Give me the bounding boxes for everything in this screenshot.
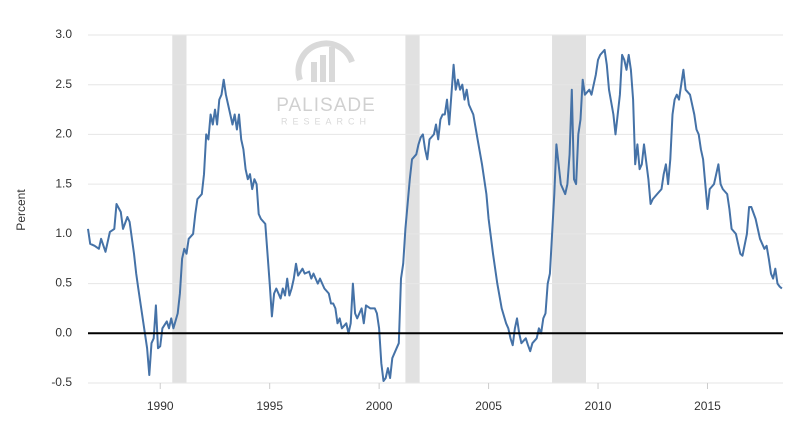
x-tick-label: 2000 (366, 399, 393, 413)
x-tick-label: 2015 (694, 399, 721, 413)
y-tick-label: 1.5 (55, 176, 72, 190)
watermark-bar (329, 47, 335, 82)
y-tick-label: 1.0 (55, 226, 72, 240)
y-tick-label: 2.0 (55, 127, 72, 141)
x-tick-label: 1995 (256, 399, 283, 413)
recession-band (172, 35, 187, 383)
y-tick-label: 3.0 (55, 27, 72, 41)
y-tick-label: 2.5 (55, 77, 72, 91)
watermark-subtitle: RESEARCH (281, 116, 371, 126)
y-tick-label: 0.5 (55, 276, 72, 290)
watermark-bar (311, 62, 317, 82)
watermark-swoosh (295, 40, 355, 81)
recession-band (552, 35, 586, 383)
watermark: PALISADE RESEARCH (276, 40, 376, 126)
recession-band (405, 35, 420, 383)
watermark-title: PALISADE (276, 95, 376, 116)
y-tick-label: 0.0 (55, 325, 72, 339)
x-tick-label: 2005 (475, 399, 502, 413)
watermark-bar (320, 55, 326, 82)
x-tick-label: 1990 (147, 399, 174, 413)
x-tick-label: 2010 (585, 399, 612, 413)
y-axis-label: Percent (14, 189, 28, 231)
y-tick-label: -0.5 (51, 375, 72, 389)
data-line (87, 48, 783, 382)
